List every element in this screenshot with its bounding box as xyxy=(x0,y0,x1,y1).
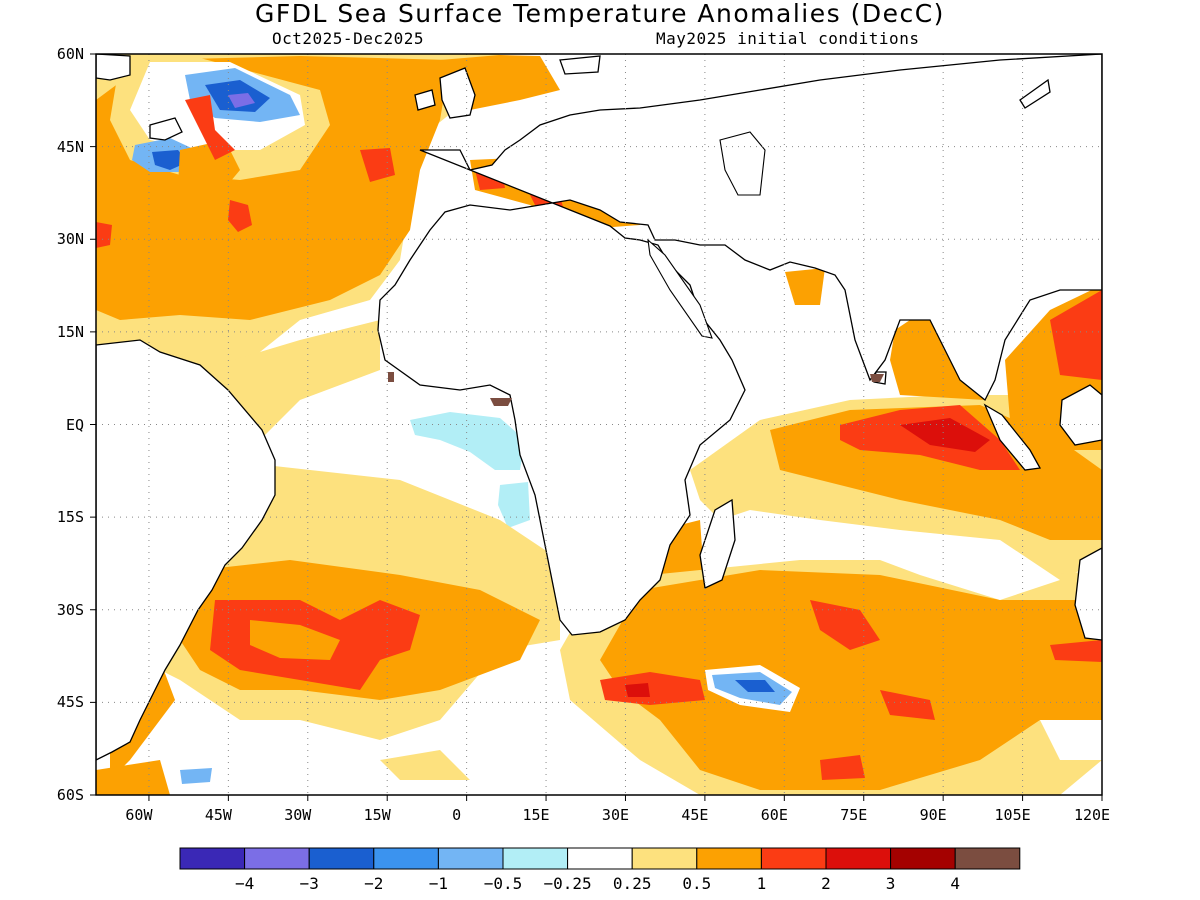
ireland xyxy=(414,89,436,111)
legend-swatch xyxy=(308,847,375,870)
color-legend xyxy=(179,847,1021,870)
s-indian-strong-warm-4 xyxy=(1050,640,1102,662)
legend-swatch xyxy=(437,847,504,870)
s-indian-strong-warm-2 xyxy=(810,600,880,650)
far-south-warm xyxy=(96,760,170,795)
lat-label: 60S xyxy=(56,786,84,804)
tropical-atlantic-weak-warm xyxy=(96,320,380,440)
guinea-cool xyxy=(410,412,525,470)
lon-label: 45W xyxy=(204,806,232,824)
anomaly-field xyxy=(96,54,1102,795)
chart-title: GFDL Sea Surface Temperature Anomalies (… xyxy=(255,0,945,28)
s-indian-strong-warm-1 xyxy=(600,672,705,705)
legend-label: 3 xyxy=(885,874,896,893)
sumatra xyxy=(983,403,1042,471)
legend-swatch xyxy=(760,847,827,870)
s-indian-warm xyxy=(600,570,1102,790)
s-atlantic-warm-inner xyxy=(250,620,340,660)
arabian-sea-warm xyxy=(785,268,825,305)
lon-label: 105E xyxy=(994,806,1031,824)
s-indian-strong-warm-3 xyxy=(880,690,935,720)
lat-label: 15N xyxy=(56,322,84,341)
europe-africa xyxy=(377,54,1102,636)
iceland xyxy=(559,55,601,75)
legend-swatch xyxy=(244,847,310,870)
lat-label: EQ xyxy=(65,415,84,434)
legend-label: 0.25 xyxy=(612,874,652,893)
labrador-core xyxy=(228,93,255,108)
indian-ocean-very-strong-warm xyxy=(900,418,990,452)
axis-ticks xyxy=(90,53,1103,801)
lon-label: 120E xyxy=(1073,806,1111,824)
s-indian-strong-warm-5 xyxy=(820,755,865,780)
lon-label: 45E xyxy=(681,806,709,824)
caspian-sea xyxy=(719,131,766,196)
lat-label: 60N xyxy=(56,45,84,63)
s-indian-white-south xyxy=(1040,720,1102,760)
legend-label: −3 xyxy=(299,874,319,893)
lon-label: 15E xyxy=(522,806,550,824)
forecast-period: Oct2025-Dec2025 xyxy=(272,29,424,48)
initial-conditions: May2025 initial conditions xyxy=(656,29,920,48)
lat-label: 45S xyxy=(56,693,84,712)
legend-label: −0.25 xyxy=(543,874,592,893)
lake-victoria xyxy=(388,372,884,406)
n-atlantic-strong-warm-1 xyxy=(228,200,252,232)
legend-swatch xyxy=(631,847,698,870)
japan xyxy=(1019,78,1051,109)
legend-swatch xyxy=(696,847,762,870)
legend-swatch xyxy=(502,847,569,870)
lon-label: 15W xyxy=(363,806,391,824)
legend-swatch xyxy=(825,847,892,870)
legend-label: −2 xyxy=(364,874,384,893)
legend-swatch xyxy=(567,847,633,870)
s-atlantic-south-weak-warm xyxy=(380,750,470,780)
lon-label: 30E xyxy=(601,806,630,824)
legend-label: 0.5 xyxy=(682,874,712,893)
legend-swatch xyxy=(373,847,439,870)
great-britain xyxy=(439,67,476,119)
lakes xyxy=(647,131,766,339)
australia xyxy=(1074,547,1102,641)
borneo xyxy=(1059,384,1102,446)
lat-label: 30S xyxy=(56,600,84,619)
lon-label: 60W xyxy=(125,806,153,824)
gulf-stream-strong-warm xyxy=(185,95,235,160)
legend-label: 2 xyxy=(821,874,831,893)
legend-label: 4 xyxy=(950,874,961,893)
drake-cool xyxy=(180,768,212,784)
south-china-sea-strong-warm xyxy=(1050,290,1102,380)
nova-scotia-strong-cool xyxy=(152,150,188,170)
legend-label: −1 xyxy=(428,874,449,893)
lon-label: 0 xyxy=(452,806,462,824)
newfoundland xyxy=(149,117,183,141)
legend-label: −0.5 xyxy=(483,874,523,893)
lon-label: 60E xyxy=(760,806,788,824)
lat-label: 30N xyxy=(56,230,84,249)
lon-label: 90E xyxy=(919,806,947,824)
madagascar xyxy=(699,498,736,589)
n-atlantic-strong-warm-2 xyxy=(96,222,112,248)
lat-label: 15S xyxy=(56,508,84,527)
s-indian-very-strong-warm xyxy=(625,683,650,697)
s-indian-white-patch xyxy=(880,530,1060,600)
red-sea xyxy=(647,238,713,339)
n-atlantic-strong-warm-3 xyxy=(360,148,395,182)
legend-label: −4 xyxy=(234,874,255,893)
land xyxy=(96,54,1102,761)
legend-swatch xyxy=(890,847,956,870)
lon-label: 75E xyxy=(840,806,868,824)
lon-label: 30W xyxy=(284,806,312,824)
legend-label: 1 xyxy=(756,874,767,893)
legend-swatch xyxy=(179,847,246,870)
nova-scotia-warm xyxy=(178,140,240,205)
angola-cool xyxy=(498,482,530,528)
south-america xyxy=(96,339,276,761)
lat-label: 45N xyxy=(56,137,84,156)
legend-swatch xyxy=(954,847,1021,870)
kerguelen-strong-cool xyxy=(735,680,775,692)
north-america-coast xyxy=(96,54,131,81)
